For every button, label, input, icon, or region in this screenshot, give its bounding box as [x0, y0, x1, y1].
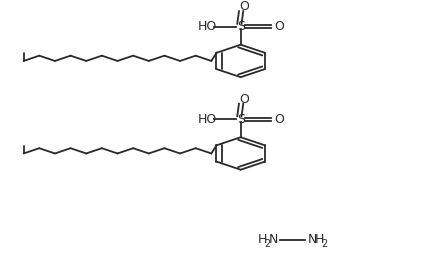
Text: N: N [268, 233, 278, 246]
Text: 2: 2 [264, 239, 270, 249]
Text: H: H [315, 233, 324, 246]
Text: HO: HO [197, 113, 217, 126]
Text: S: S [237, 113, 245, 126]
Text: H: H [258, 233, 267, 246]
Text: O: O [274, 20, 284, 33]
Text: O: O [239, 93, 249, 106]
Text: S: S [237, 20, 245, 33]
Text: N: N [307, 233, 317, 246]
Text: HO: HO [197, 20, 217, 33]
Text: O: O [239, 0, 249, 13]
Text: O: O [274, 113, 284, 126]
Text: 2: 2 [321, 239, 327, 249]
